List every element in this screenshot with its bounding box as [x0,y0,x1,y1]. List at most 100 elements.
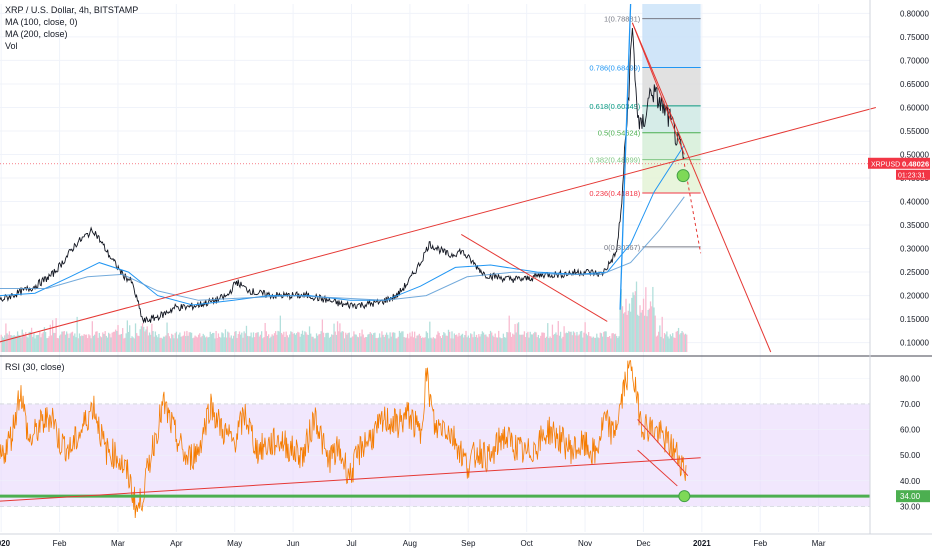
volume-bar [147,335,150,352]
volume-bar [160,337,162,352]
volume-bar [544,337,547,352]
volume-bar [68,337,70,352]
volume-bar [64,334,67,352]
ma100-line[interactable] [0,144,685,306]
volume-bar [533,333,535,352]
volume-bar [94,334,96,352]
volume-bar [412,337,415,352]
volume-bar [454,334,457,352]
volume-bar [136,333,138,352]
volume-bar [384,334,387,352]
volume-bar [263,337,265,352]
volume-bar [582,337,584,352]
volume-bar [127,331,130,352]
volume-bar [495,337,498,352]
volume-bar [658,331,660,352]
volume-bar [120,333,123,352]
price-highlight-circle[interactable] [676,169,690,183]
volume-bar [531,334,534,352]
volume-bar [512,333,514,352]
volume-bar [447,329,450,352]
rsi-tag-value: 34.00 [900,492,921,501]
volume-bar [36,334,39,352]
rsi-trendline[interactable] [637,419,689,477]
volume-bar [432,337,434,352]
volume-bar [174,333,176,352]
volume-bar [234,331,236,352]
volume-bar [499,337,501,352]
volume-bar [569,331,571,352]
volume-bar [4,335,6,352]
volume-bar [61,331,63,352]
volume-bar [416,335,418,352]
volume-bar [609,335,611,352]
volume-bar [633,294,635,352]
rsi-trendline[interactable] [0,457,701,502]
volume-bar [648,308,651,352]
rsi-title[interactable]: RSI (30, close) [5,362,65,372]
time-tick-label: Jul [346,539,356,548]
volume-bar [193,337,195,352]
volume-bar [585,333,587,352]
volume-bar [115,329,117,352]
countdown-text: 01:23:31 [898,172,925,179]
volume-bar [203,335,206,352]
volume-bar [197,334,200,352]
volume-bar [542,332,544,352]
volume-bar [477,337,479,352]
volume-bar [606,336,608,352]
volume-bar [77,338,79,352]
rsi-trendline[interactable] [637,449,678,487]
volume-bar [515,332,517,352]
volume-bar [238,331,241,352]
volume-bar [534,331,536,352]
volume-bar [130,338,132,352]
volume-bar [134,323,137,352]
volume-bar [468,337,471,352]
volume-bar [37,334,40,352]
fib-level-label: 1(0.78881) [604,15,641,24]
volume-bar [338,331,340,352]
volume-bar [21,329,23,352]
volume-bar [558,335,561,352]
fib-level-label: 0.236(0.41818) [589,189,640,198]
volume-bar [15,335,18,352]
volume-bar [335,334,338,352]
ma100-legend[interactable]: MA (100, close, 0) [5,17,78,27]
volume-bar [206,336,208,352]
volume-bar [279,315,281,352]
volume-bar [0,334,2,352]
volume-bar [656,335,659,352]
volume-bar [112,331,114,352]
ma200-legend[interactable]: MA (200, close) [5,29,68,39]
volume-bar [670,336,673,352]
rsi-tick-label: 40.00 [900,477,921,486]
rsi-highlight-circle[interactable] [678,490,691,503]
ma200-line[interactable] [0,196,685,301]
price-trendline[interactable] [631,22,685,155]
volume-bar [555,332,557,352]
volume-bar [167,333,169,352]
price-trendline[interactable] [0,106,876,343]
volume-bar [458,332,460,352]
volume-bar [131,336,133,352]
volume-bar [596,333,598,352]
volume-bar [48,336,50,352]
volume-bar [60,334,62,352]
volume-bar [14,335,16,352]
volume-bar [35,335,37,352]
volume-bar [632,292,634,352]
volume-bar [235,331,237,352]
volume-bar [564,333,566,352]
volume-bar [463,337,465,352]
price-trendline[interactable] [631,22,772,353]
volume-bar [647,309,649,352]
volume-bar [589,336,591,352]
volume-bar [491,332,493,352]
volume-bar [616,336,618,352]
vol-legend[interactable]: Vol [5,41,18,51]
volume-bar [473,331,475,352]
volume-bar [523,331,526,352]
volume-bar [571,335,573,352]
price-trendline[interactable] [461,234,608,322]
